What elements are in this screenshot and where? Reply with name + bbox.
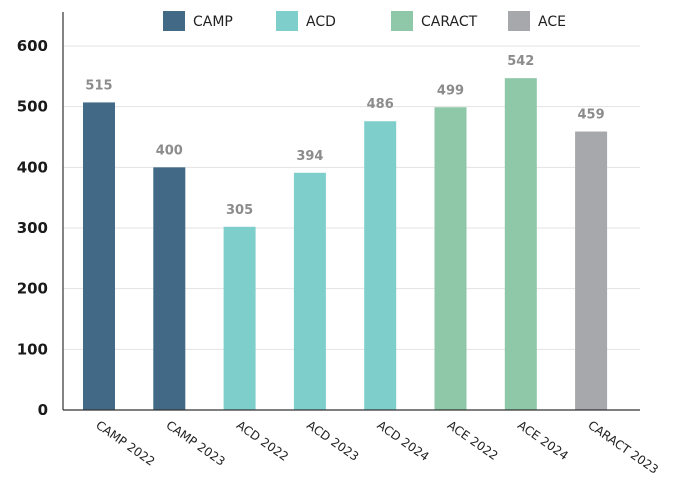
x-tick-label: ACE 2024 <box>515 418 571 463</box>
legend-label: ACD <box>306 14 336 30</box>
legend-swatch <box>508 11 530 31</box>
bar <box>153 167 186 410</box>
data-label: 515 <box>85 78 112 93</box>
y-tick-label: 400 <box>17 158 48 176</box>
x-tick-label: ACD 2024 <box>374 418 431 464</box>
legend-swatch <box>391 11 413 31</box>
y-tick-label: 500 <box>17 98 48 116</box>
x-axis-tick-labels: CAMP 2022 CAMP 2023 ACD 2022 ACD 2023 ACD 20… <box>93 418 661 477</box>
legend-swatch <box>276 11 298 31</box>
data-label: 305 <box>226 203 253 218</box>
x-tick-label: ACE 2022 <box>445 418 501 463</box>
x-tick-label: CARACT 2023 <box>585 418 661 477</box>
bar <box>434 107 467 411</box>
gridlines <box>63 45 640 350</box>
x-tick-label: ACD 2022 <box>234 418 291 464</box>
data-label: 542 <box>507 54 534 69</box>
bar <box>364 121 397 410</box>
x-tick-label: CAMP 2023 <box>164 418 228 469</box>
bar <box>223 226 256 410</box>
x-tick-label: CAMP 2022 <box>93 418 157 469</box>
data-labels: 515 400 305 394 486 499 542 459 <box>85 54 604 218</box>
legend-label: CARACT <box>421 14 478 30</box>
data-label: 394 <box>296 149 323 164</box>
data-label: 486 <box>367 97 394 112</box>
y-tick-label: 300 <box>17 219 48 237</box>
y-tick-label: 0 <box>38 401 48 419</box>
data-label: 499 <box>437 83 464 98</box>
legend-label: CAMP <box>193 14 233 30</box>
y-tick-label: 600 <box>17 37 48 55</box>
legend: CAMP ACD CARACT ACE <box>163 11 566 31</box>
bar <box>83 102 115 411</box>
bars <box>83 78 608 411</box>
y-axis-tick-labels: 0 100 200 300 400 500 600 <box>17 37 48 419</box>
y-tick-label: 200 <box>17 280 48 298</box>
bar <box>293 172 326 410</box>
y-tick-label: 100 <box>17 340 48 358</box>
data-label: 400 <box>156 143 183 158</box>
data-label: 459 <box>578 108 605 123</box>
bar <box>504 78 537 411</box>
bar <box>575 131 608 411</box>
legend-label: ACE <box>538 14 566 30</box>
x-tick-label: ACD 2023 <box>304 418 361 464</box>
legend-swatch <box>163 11 185 31</box>
